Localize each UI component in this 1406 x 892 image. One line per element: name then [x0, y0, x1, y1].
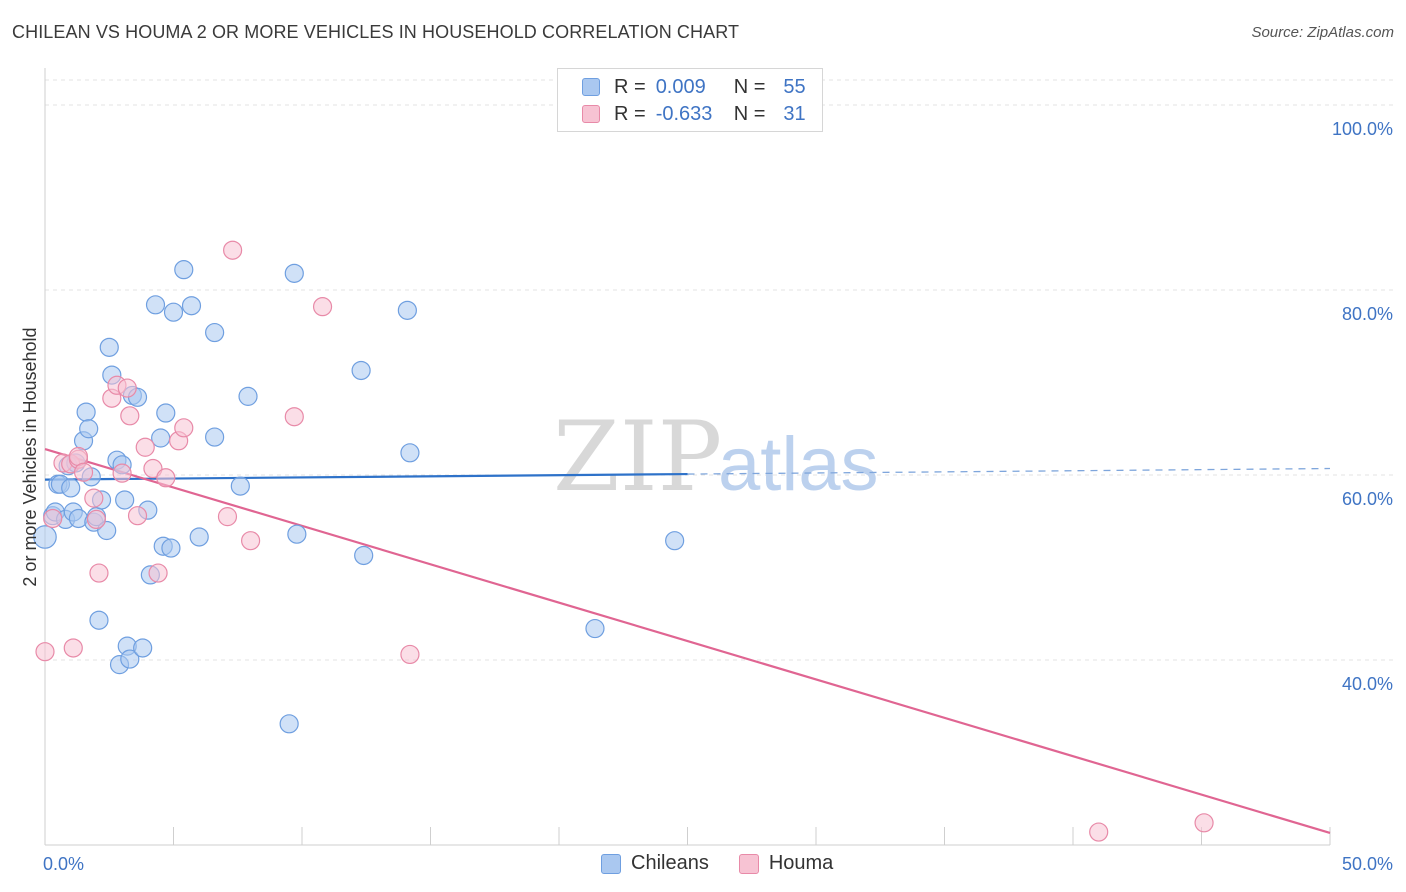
trend-line-houma — [44, 448, 1331, 835]
data-point-houma — [284, 407, 304, 427]
data-point-houma — [89, 563, 109, 583]
data-point-houma — [1194, 813, 1214, 833]
legend-row-houma: R = -0.633 N = 31 — [582, 101, 819, 127]
trend-line-chileans-extrapolated — [687, 467, 1331, 475]
r-label: R = — [614, 102, 646, 125]
data-point-chileans — [400, 443, 420, 463]
data-point-houma — [241, 531, 261, 551]
y-tick-label: 80.0% — [1342, 304, 1393, 324]
data-point-chileans — [76, 402, 96, 422]
legend-item-chileans: Chileans — [601, 852, 709, 875]
data-point-houma — [312, 297, 333, 317]
data-point-houma — [63, 638, 83, 658]
n-value-chileans: 55 — [783, 75, 806, 98]
data-point-chileans — [79, 419, 99, 439]
data-point-houma — [43, 508, 63, 529]
legend-swatch-houma — [582, 105, 600, 123]
data-point-houma — [174, 418, 194, 438]
data-point-houma — [223, 240, 243, 260]
data-point-houma — [84, 488, 104, 508]
series-legend: Chileans Houma — [601, 852, 863, 875]
axes — [44, 68, 1331, 846]
data-point-chileans — [61, 478, 81, 498]
data-point-chileans — [585, 618, 605, 639]
data-point-houma — [135, 437, 155, 457]
data-point-chileans — [279, 714, 299, 734]
data-point-chileans — [133, 638, 153, 658]
data-point-chileans — [354, 545, 374, 566]
data-point-houma — [117, 378, 137, 398]
data-point-houma — [143, 458, 163, 479]
data-point-houma — [86, 509, 107, 530]
data-point-houma — [148, 563, 168, 583]
y-tick-label: 100.0% — [1332, 119, 1393, 139]
legend-label-houma: Houma — [768, 852, 834, 874]
y-axis-label: 2 or more Vehicles in Household — [20, 327, 40, 586]
trend-lines — [44, 448, 1331, 835]
data-point-houma — [1089, 822, 1109, 842]
data-point-chileans — [189, 527, 209, 547]
data-point-chileans — [156, 403, 176, 423]
x-tick-label: 50.0% — [1342, 854, 1393, 874]
legend-item-houma: Houma — [738, 852, 834, 875]
source-label: Source: ZipAtlas.com — [1251, 24, 1394, 41]
data-point-chileans — [287, 524, 307, 544]
watermark: ZIP atlas — [553, 401, 879, 513]
data-point-chileans — [238, 386, 258, 406]
tick-labels: 40.0% 60.0% 80.0% 100.0% 0.0% 50.0% — [43, 119, 1393, 874]
r-value-houma: -0.633 — [655, 102, 713, 125]
data-point-houma — [156, 468, 176, 488]
data-point-chileans — [205, 427, 225, 447]
data-points — [33, 240, 1214, 842]
data-point-chileans — [161, 538, 181, 558]
data-point-houma — [400, 644, 420, 665]
legend-swatch-chileans — [582, 78, 600, 96]
y-tick-label: 60.0% — [1342, 489, 1393, 509]
trend-line-chileans — [44, 472, 688, 481]
legend-swatch-chileans — [601, 853, 621, 874]
grid-lines — [45, 79, 1393, 661]
data-point-houma — [112, 463, 132, 483]
data-point-chileans — [665, 531, 685, 551]
data-point-chileans — [351, 360, 371, 381]
data-point-houma — [217, 507, 238, 527]
data-point-chileans — [89, 610, 109, 630]
y-tick-label: 40.0% — [1342, 674, 1393, 694]
data-point-chileans — [163, 302, 184, 322]
data-point-chileans — [230, 476, 250, 496]
data-point-chileans — [284, 263, 304, 283]
n-label: N = — [733, 102, 766, 125]
data-point-chileans — [181, 296, 202, 316]
correlation-legend: R = 0.009 N = 55 R = -0.633 N = 31 — [557, 68, 823, 132]
r-label: R = — [614, 75, 646, 98]
data-point-chileans — [205, 322, 225, 343]
legend-label-chileans: Chileans — [631, 852, 709, 874]
n-label: N = — [733, 75, 766, 98]
data-point-chileans — [99, 337, 119, 357]
data-point-chileans — [33, 525, 57, 549]
legend-row-chileans: R = 0.009 N = 55 — [582, 74, 819, 100]
data-point-houma — [127, 506, 148, 526]
data-point-houma — [120, 406, 140, 426]
n-value-houma: 31 — [783, 102, 806, 125]
x-tick-label: 0.0% — [43, 854, 84, 874]
data-point-chileans — [115, 490, 135, 510]
r-value-chileans: 0.009 — [655, 75, 706, 98]
chart-title: CHILEAN VS HOUMA 2 OR MORE VEHICLES IN H… — [12, 22, 740, 42]
data-point-chileans — [145, 295, 166, 315]
watermark-atlas: atlas — [718, 422, 879, 507]
data-point-chileans — [120, 649, 140, 669]
data-point-houma — [35, 642, 55, 662]
legend-swatch-houma — [738, 853, 759, 874]
data-point-chileans — [397, 300, 417, 320]
data-point-houma — [73, 462, 94, 482]
watermark-zip: ZIP — [553, 401, 722, 513]
data-point-chileans — [174, 260, 194, 280]
